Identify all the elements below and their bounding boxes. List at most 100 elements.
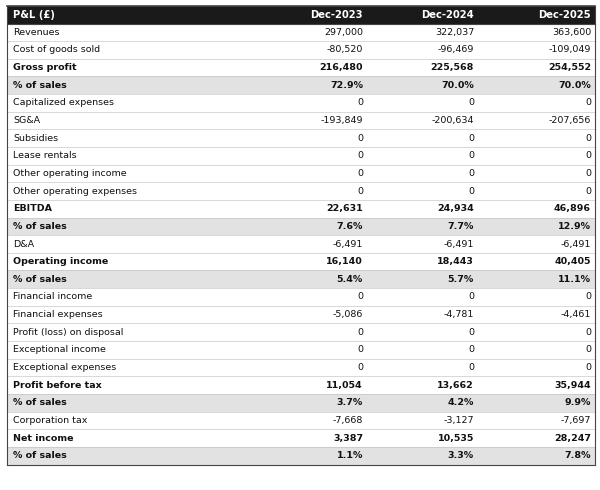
Bar <box>367 253 478 270</box>
Text: 5.7%: 5.7% <box>448 275 474 284</box>
Bar <box>7 394 256 412</box>
Text: 322,037: 322,037 <box>435 28 474 37</box>
Bar <box>478 288 595 306</box>
Text: 0: 0 <box>468 293 474 301</box>
Bar <box>256 288 367 306</box>
Text: 0: 0 <box>585 293 591 301</box>
Text: Profit (loss) on disposal: Profit (loss) on disposal <box>13 328 124 337</box>
Bar <box>478 59 595 76</box>
Bar <box>367 165 478 182</box>
Text: 11,054: 11,054 <box>326 381 363 390</box>
Text: Dec-2023: Dec-2023 <box>311 10 363 20</box>
Bar <box>256 24 367 41</box>
Text: Subsidies: Subsidies <box>13 134 58 143</box>
Text: 3.7%: 3.7% <box>337 398 363 407</box>
Text: Corporation tax: Corporation tax <box>13 416 88 425</box>
Bar <box>256 270 367 288</box>
Text: -200,634: -200,634 <box>431 116 474 125</box>
Text: P&L (£): P&L (£) <box>13 10 55 20</box>
Text: 0: 0 <box>357 169 363 178</box>
Text: Dec-2025: Dec-2025 <box>538 10 591 20</box>
Text: -109,049: -109,049 <box>548 46 591 54</box>
Text: -7,668: -7,668 <box>332 416 363 425</box>
Bar <box>256 429 367 447</box>
Text: 22,631: 22,631 <box>326 204 363 213</box>
Text: -80,520: -80,520 <box>326 46 363 54</box>
Text: 297,000: 297,000 <box>324 28 363 37</box>
Text: % of sales: % of sales <box>13 81 67 90</box>
Bar <box>256 129 367 147</box>
Bar <box>367 359 478 376</box>
Text: Cost of goods sold: Cost of goods sold <box>13 46 100 54</box>
Text: % of sales: % of sales <box>13 451 67 460</box>
Text: Profit before tax: Profit before tax <box>13 381 102 390</box>
Bar <box>7 24 256 41</box>
Bar <box>256 76 367 94</box>
Bar <box>478 253 595 270</box>
Text: 5.4%: 5.4% <box>337 275 363 284</box>
Text: -5,086: -5,086 <box>332 310 363 319</box>
Text: Revenues: Revenues <box>13 28 60 37</box>
Bar <box>367 6 478 24</box>
Bar <box>478 6 595 24</box>
Bar <box>367 24 478 41</box>
Bar <box>7 76 256 94</box>
Bar <box>367 270 478 288</box>
Text: 0: 0 <box>585 345 591 354</box>
Bar <box>478 165 595 182</box>
Bar <box>478 182 595 200</box>
Text: 0: 0 <box>585 134 591 143</box>
Bar <box>256 165 367 182</box>
Text: Lease rentals: Lease rentals <box>13 151 77 160</box>
Bar <box>256 182 367 200</box>
Bar <box>478 200 595 218</box>
Bar <box>256 94 367 112</box>
Text: 70.0%: 70.0% <box>441 81 474 90</box>
Bar <box>478 235 595 253</box>
Bar <box>367 147 478 165</box>
Text: 0: 0 <box>585 151 591 160</box>
Text: 0: 0 <box>468 363 474 372</box>
Bar <box>367 129 478 147</box>
Bar <box>478 147 595 165</box>
Bar <box>256 306 367 323</box>
Bar <box>478 376 595 394</box>
Bar <box>367 76 478 94</box>
Bar <box>7 235 256 253</box>
Bar <box>7 412 256 429</box>
Bar <box>256 112 367 129</box>
Text: 0: 0 <box>357 345 363 354</box>
Text: Exceptional income: Exceptional income <box>13 345 106 354</box>
Text: Financial expenses: Financial expenses <box>13 310 103 319</box>
Text: D&A: D&A <box>13 240 34 248</box>
Bar <box>7 129 256 147</box>
Text: 0: 0 <box>468 345 474 354</box>
Text: 72.9%: 72.9% <box>330 81 363 90</box>
Bar <box>7 6 256 24</box>
Bar <box>367 412 478 429</box>
Bar <box>7 376 256 394</box>
Text: -6,491: -6,491 <box>332 240 363 248</box>
Text: Dec-2024: Dec-2024 <box>421 10 474 20</box>
Bar <box>7 359 256 376</box>
Text: 0: 0 <box>585 169 591 178</box>
Text: Other operating income: Other operating income <box>13 169 127 178</box>
Text: 0: 0 <box>468 134 474 143</box>
Bar <box>367 306 478 323</box>
Bar <box>256 253 367 270</box>
Bar <box>367 429 478 447</box>
Text: 11.1%: 11.1% <box>558 275 591 284</box>
Text: 13,662: 13,662 <box>437 381 474 390</box>
Text: 0: 0 <box>357 363 363 372</box>
Text: 46,896: 46,896 <box>554 204 591 213</box>
Text: 1.1%: 1.1% <box>337 451 363 460</box>
Bar <box>7 447 256 465</box>
Bar <box>7 94 256 112</box>
Bar <box>478 359 595 376</box>
Text: -193,849: -193,849 <box>320 116 363 125</box>
Text: % of sales: % of sales <box>13 275 67 284</box>
Text: 28,247: 28,247 <box>554 434 591 442</box>
Bar <box>367 200 478 218</box>
Text: % of sales: % of sales <box>13 398 67 407</box>
Bar <box>7 270 256 288</box>
